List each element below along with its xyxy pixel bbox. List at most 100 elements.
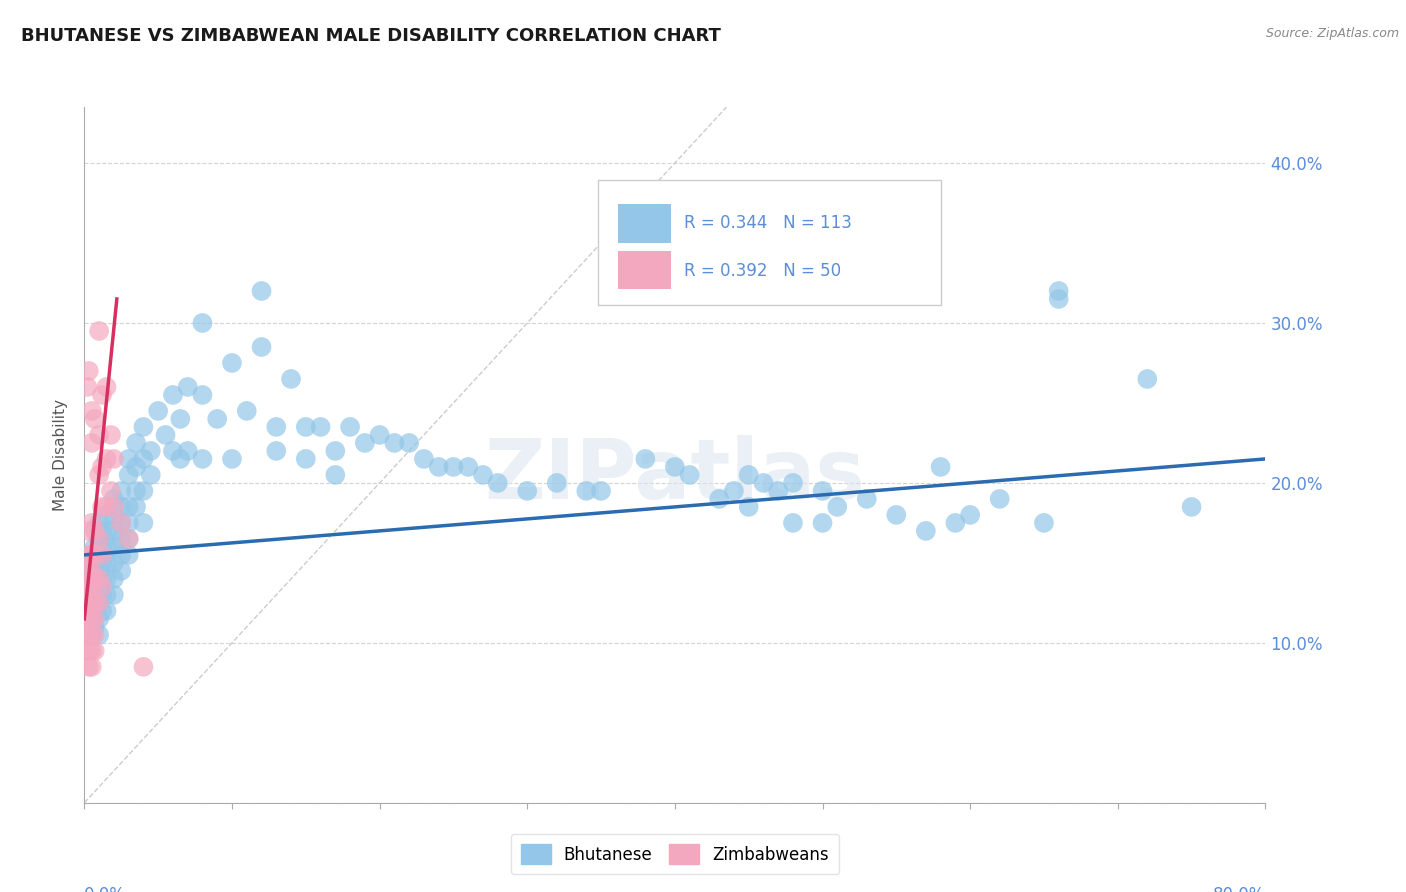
Point	[96, 500, 118, 514]
Point	[118, 532, 141, 546]
Point	[103, 540, 125, 554]
Point	[80, 436, 103, 450]
Point	[177, 444, 200, 458]
Point	[368, 428, 391, 442]
Point	[77, 612, 100, 626]
Point	[103, 491, 125, 506]
Point	[89, 548, 111, 562]
Point	[83, 524, 105, 538]
Point	[96, 604, 118, 618]
Point	[89, 532, 111, 546]
Point	[118, 467, 141, 482]
Point	[264, 420, 288, 434]
Point	[855, 491, 877, 506]
Point	[752, 475, 775, 490]
Point	[80, 564, 103, 578]
Point	[110, 564, 132, 578]
Point	[89, 428, 111, 442]
Text: R = 0.344   N = 113: R = 0.344 N = 113	[685, 214, 852, 232]
Point	[472, 467, 495, 482]
Point	[91, 604, 114, 618]
Point	[132, 660, 155, 674]
Point	[191, 388, 214, 402]
Point	[323, 467, 347, 482]
Point	[110, 548, 132, 562]
Point	[96, 556, 118, 570]
Point	[89, 580, 111, 594]
Point	[354, 436, 377, 450]
Point	[169, 412, 191, 426]
Point	[80, 548, 103, 562]
Point	[83, 628, 105, 642]
Point	[250, 284, 273, 298]
Point	[83, 548, 105, 562]
Point	[125, 459, 148, 474]
Point	[80, 660, 103, 674]
Point	[1032, 516, 1054, 530]
Point	[634, 451, 657, 466]
Point	[110, 516, 132, 530]
Text: ZIPatlas: ZIPatlas	[485, 435, 865, 516]
Point	[382, 436, 406, 450]
Point	[91, 588, 114, 602]
Point	[96, 380, 118, 394]
Point	[83, 572, 105, 586]
Point	[441, 459, 464, 474]
Point	[139, 467, 162, 482]
Point	[91, 388, 114, 402]
Point	[575, 483, 598, 498]
Point	[988, 491, 1011, 506]
Point	[80, 628, 103, 642]
Point	[103, 556, 125, 570]
Point	[323, 444, 347, 458]
Point	[118, 548, 141, 562]
Point	[191, 316, 214, 330]
Point	[77, 548, 100, 562]
Point	[91, 540, 114, 554]
Point	[959, 508, 981, 522]
Point	[103, 524, 125, 538]
Point	[83, 556, 105, 570]
Point	[118, 451, 141, 466]
FancyBboxPatch shape	[598, 180, 941, 305]
Point	[96, 572, 118, 586]
Text: Source: ZipAtlas.com: Source: ZipAtlas.com	[1265, 27, 1399, 40]
Point	[83, 612, 105, 626]
Point	[80, 580, 103, 594]
Bar	[619, 204, 671, 243]
Point	[782, 475, 804, 490]
Point	[80, 596, 103, 610]
Point	[103, 451, 125, 466]
Point	[89, 572, 111, 586]
Point	[96, 508, 118, 522]
Point	[132, 483, 155, 498]
Text: R = 0.392   N = 50: R = 0.392 N = 50	[685, 261, 841, 279]
Legend: Bhutanese, Zimbabweans: Bhutanese, Zimbabweans	[510, 834, 839, 874]
Point	[125, 483, 148, 498]
Point	[103, 572, 125, 586]
Point	[945, 516, 967, 530]
Point	[169, 451, 191, 466]
Bar	[619, 251, 671, 289]
Point	[91, 580, 114, 594]
Point	[738, 500, 761, 514]
Point	[132, 516, 155, 530]
Point	[768, 483, 790, 498]
Point	[886, 508, 908, 522]
Point	[77, 364, 100, 378]
Point	[89, 596, 111, 610]
Point	[1181, 500, 1204, 514]
Point	[264, 444, 288, 458]
Point	[516, 483, 538, 498]
Point	[221, 451, 243, 466]
Point	[91, 524, 114, 538]
Point	[132, 451, 155, 466]
Point	[118, 516, 141, 530]
Point	[91, 556, 114, 570]
Point	[591, 483, 613, 498]
Point	[83, 604, 105, 618]
Point	[139, 444, 162, 458]
Point	[80, 612, 103, 626]
Point	[295, 420, 318, 434]
Text: 80.0%: 80.0%	[1213, 886, 1265, 892]
